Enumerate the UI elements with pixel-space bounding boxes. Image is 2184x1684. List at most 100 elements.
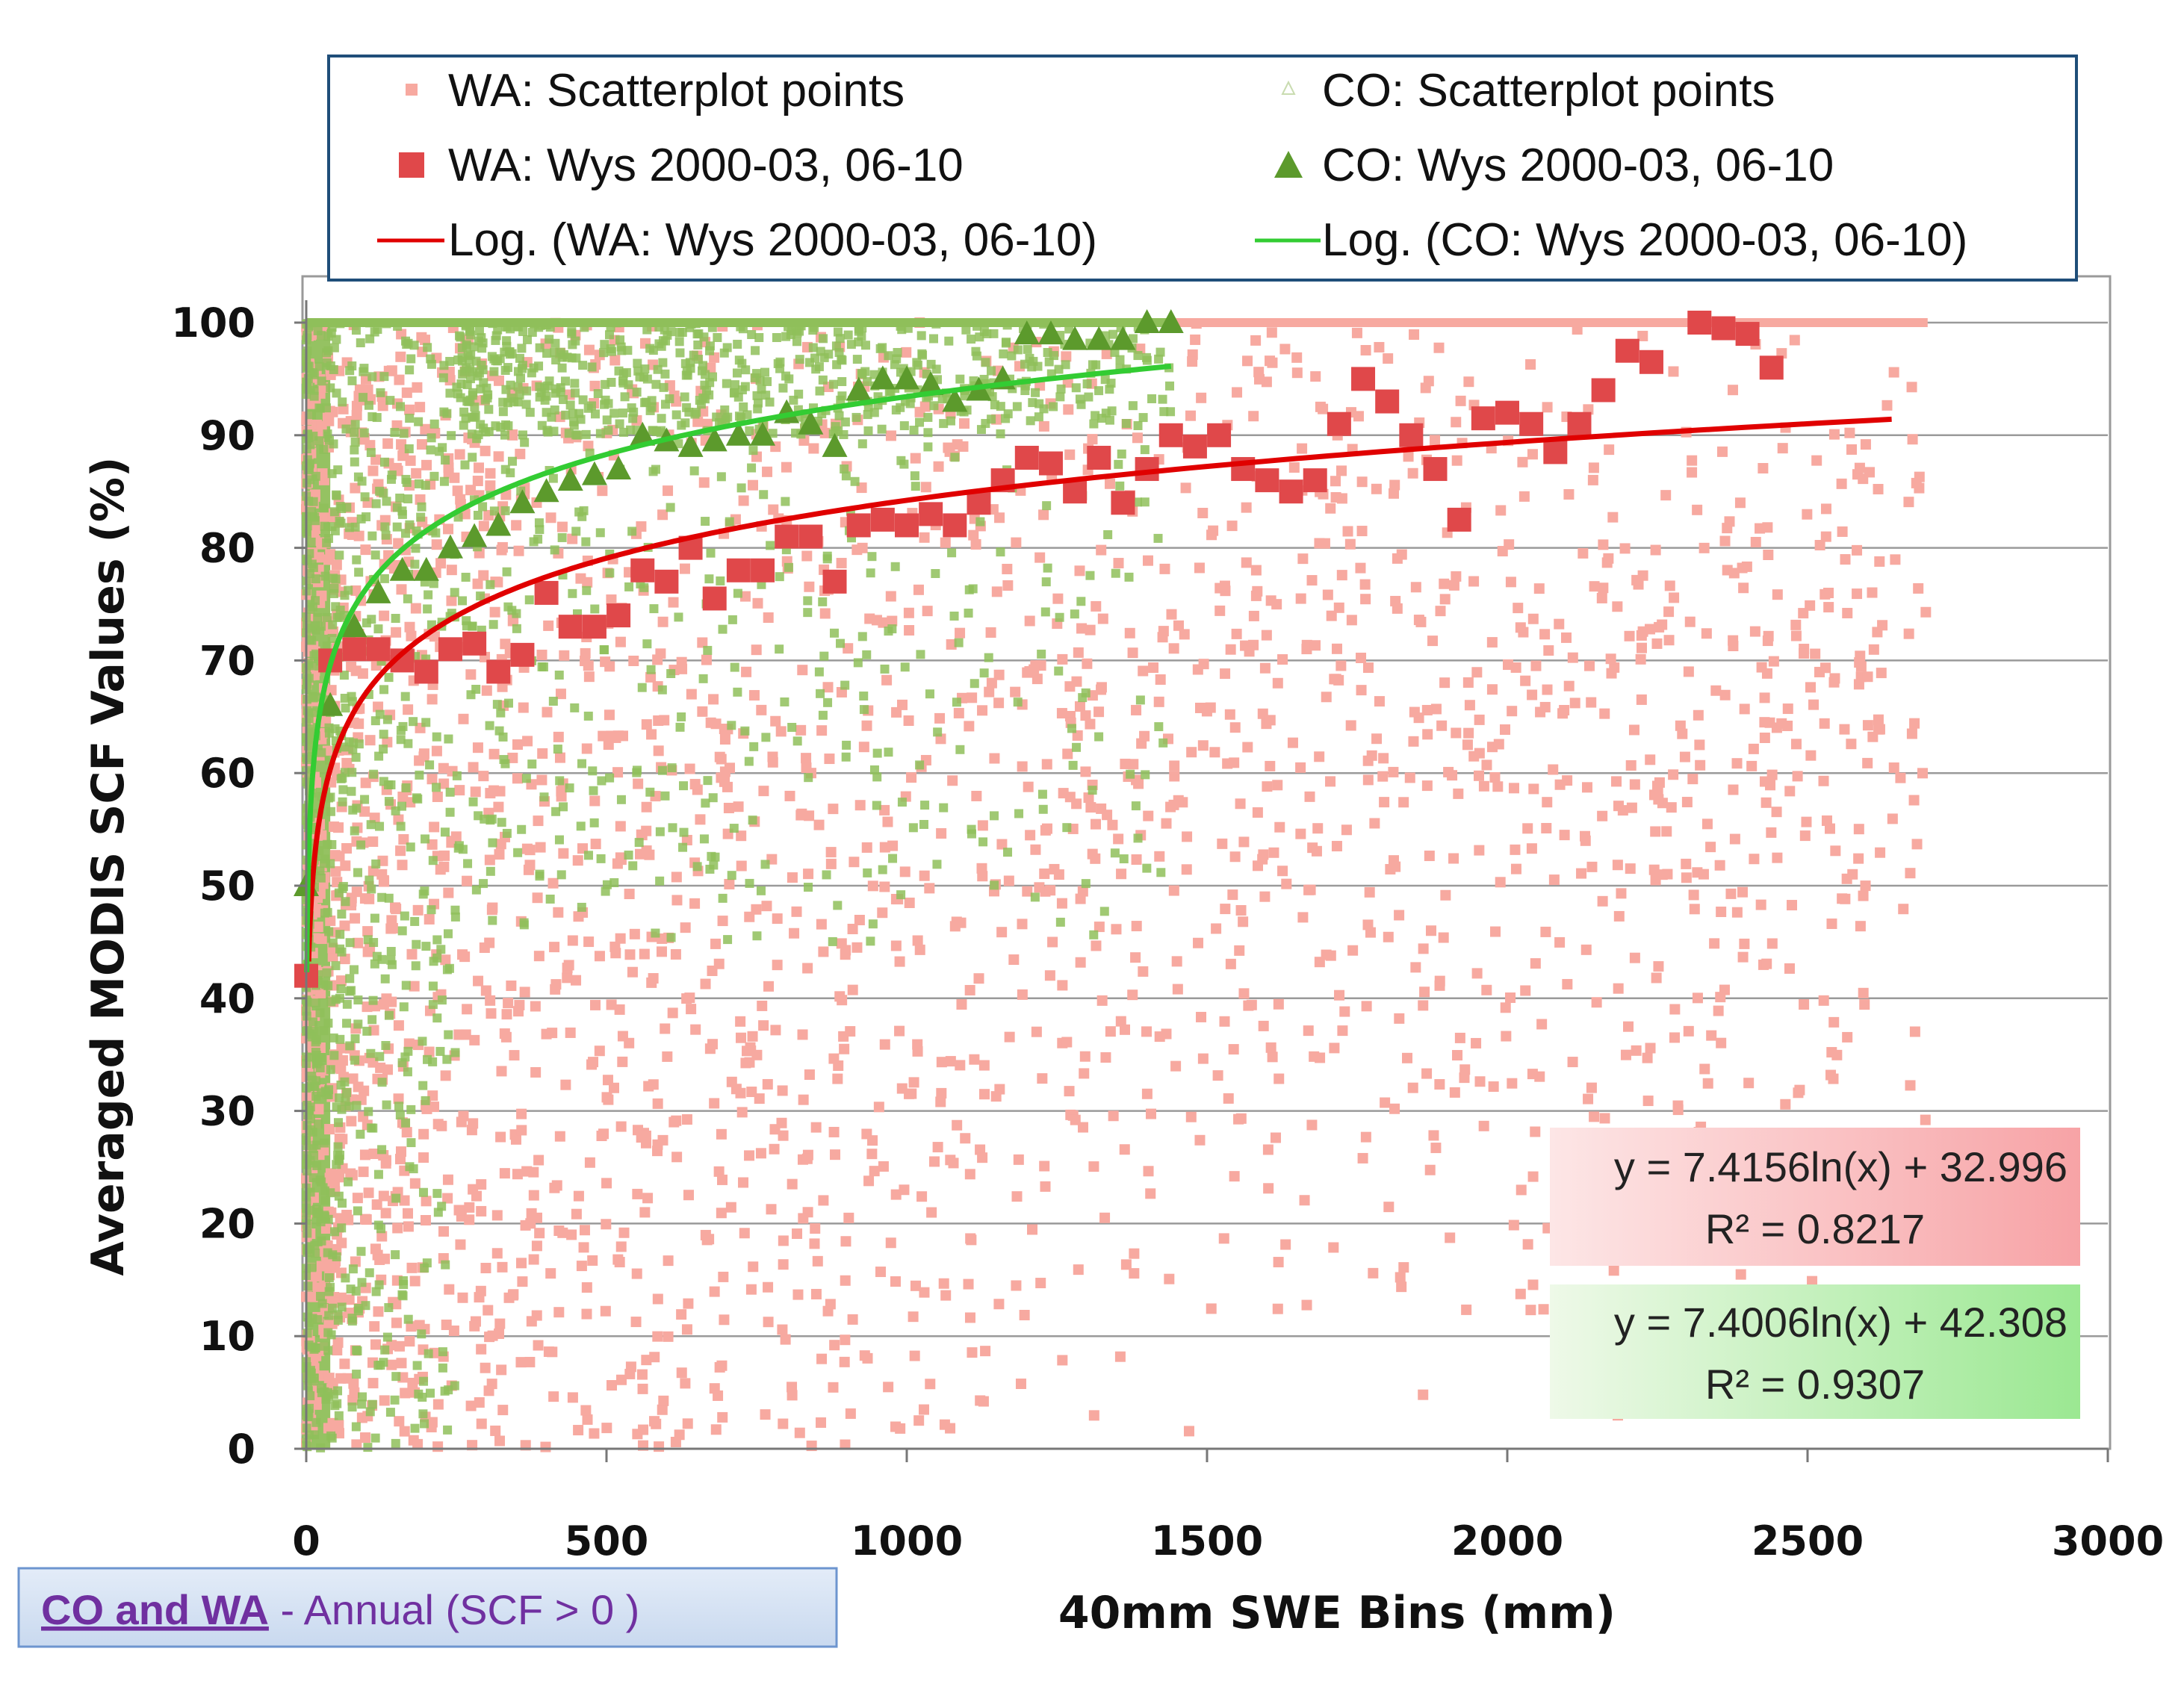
wa-scatter-point — [1563, 680, 1575, 692]
x-tick-label: 1500 — [1151, 1517, 1263, 1565]
co-scatter-point — [431, 528, 441, 538]
wa-scatter-point — [912, 935, 923, 946]
co-scatter-point — [438, 373, 448, 382]
wa-scatter-point — [778, 1235, 789, 1246]
wa-scatter-point — [401, 1127, 412, 1138]
co-scatter-point — [420, 1264, 429, 1273]
wa-scatter-point — [1808, 699, 1820, 710]
co-scatter-point — [498, 407, 508, 417]
wa-scatter-point — [559, 650, 570, 661]
wa-scatter-point — [1102, 810, 1113, 821]
co-scatter-point — [768, 429, 778, 438]
wa-scatter-point — [1351, 327, 1362, 338]
wa-scatter-point — [1421, 704, 1433, 715]
wa-scatter-point — [1229, 851, 1241, 863]
co-scatter-point — [491, 421, 500, 431]
wa-scatter-point — [879, 881, 890, 892]
wa-scatter-point — [1586, 1082, 1597, 1093]
wa-scatter-point — [1145, 1188, 1156, 1199]
co-scatter-point — [979, 326, 989, 336]
wa-scatter-point — [871, 615, 882, 626]
wa-scatter-point — [1471, 667, 1483, 678]
wa-scatter-point — [910, 1280, 921, 1291]
wa-scatter-point — [1127, 989, 1138, 1001]
co-scatter-point — [545, 894, 555, 904]
co-scatter-point — [351, 1422, 361, 1432]
co-scatter-point — [733, 588, 742, 598]
wa-scatter-point — [469, 1320, 480, 1332]
wa-scatter-point — [553, 907, 564, 918]
co-scatter-point — [574, 507, 584, 517]
co-scatter-point — [888, 854, 898, 863]
co-scatter-point — [571, 336, 580, 346]
wa-scatter-point — [862, 1352, 873, 1364]
wa-scatter-point — [1508, 1219, 1519, 1231]
co-scatter-point — [308, 693, 318, 703]
wa-scatter-point — [418, 1152, 429, 1163]
wa-scatter-point — [1024, 615, 1035, 627]
wa-scatter-point — [1274, 821, 1285, 833]
co-scatter-point — [308, 512, 317, 521]
co-scatter-point — [976, 425, 986, 435]
wa-scatter-point — [873, 1102, 884, 1113]
wa-scatter-point — [741, 1045, 752, 1057]
co-scatter-point — [347, 768, 357, 777]
co-scatter-point — [314, 361, 324, 371]
co-scatter-point — [368, 1123, 378, 1133]
wa-scatter-point — [985, 627, 996, 638]
co-scatter-point — [1106, 379, 1116, 388]
wa-scatter-point — [1077, 1122, 1088, 1133]
wa-scatter-point — [536, 649, 547, 660]
wa-scatter-point — [1789, 335, 1800, 346]
wa-scatter-point — [1227, 889, 1238, 901]
wa-scatter-point — [1759, 717, 1770, 728]
wa-scatter-point — [747, 1031, 758, 1042]
wa-scatter-point — [1868, 644, 1879, 655]
wa-scatter-point — [454, 449, 465, 460]
wa-scatter-point — [697, 637, 708, 648]
co-scatter-point — [964, 608, 973, 618]
wa-scatter-point — [1672, 1104, 1684, 1116]
wa-scatter-point — [789, 928, 800, 939]
wa-scatter-point — [1501, 1031, 1512, 1042]
co-scatter-point — [331, 602, 341, 612]
wa-scatter-point — [1626, 802, 1637, 813]
co-scatter-point — [455, 331, 465, 341]
wa-scatter-point — [418, 751, 429, 762]
wa-scatter-point — [945, 1423, 956, 1434]
co-scatter-point — [377, 1145, 387, 1155]
wa-scatter-point — [1855, 650, 1866, 662]
wa-scatter-point — [396, 1358, 407, 1369]
co-scatter-point — [754, 333, 764, 343]
wa-scatter-point — [1786, 900, 1797, 911]
wa-scatter-point — [1842, 1031, 1853, 1043]
wa-scatter-point — [1677, 728, 1688, 739]
wa-scatter-point — [468, 1118, 479, 1129]
co-scatter-point — [315, 1008, 325, 1018]
wa-scatter-point — [573, 1190, 584, 1202]
co-scatter-point — [967, 824, 976, 834]
co-scatter-point — [836, 639, 846, 648]
wa-scatter-point — [818, 946, 829, 957]
wa-scatter-point — [1527, 449, 1538, 460]
wa-scatter-point — [919, 870, 930, 881]
co-scatter-point — [999, 349, 1008, 358]
wa-scatter-point — [318, 1145, 329, 1156]
wa-scatter-point — [1433, 342, 1445, 353]
wa-scatter-point — [1157, 632, 1168, 643]
wa-scatter-point — [745, 1284, 757, 1295]
wa-scatter-point — [618, 730, 629, 742]
co-scatter-point — [666, 933, 676, 942]
wa-scatter-point — [777, 1324, 788, 1335]
wa-scatter-point — [1124, 627, 1135, 639]
wa-scatter-point — [1197, 1053, 1209, 1064]
wa-scatter-point — [1729, 833, 1740, 845]
wa-mean-point — [895, 513, 919, 538]
co-scatter-point — [1054, 364, 1064, 374]
co-scatter-point — [353, 1019, 363, 1029]
wa-scatter-point — [1619, 543, 1631, 554]
wa-scatter-point — [772, 913, 783, 925]
wa-scatter-point — [1629, 952, 1640, 963]
wa-scatter-point — [1623, 1021, 1634, 1032]
co-scatter-point — [857, 369, 866, 379]
